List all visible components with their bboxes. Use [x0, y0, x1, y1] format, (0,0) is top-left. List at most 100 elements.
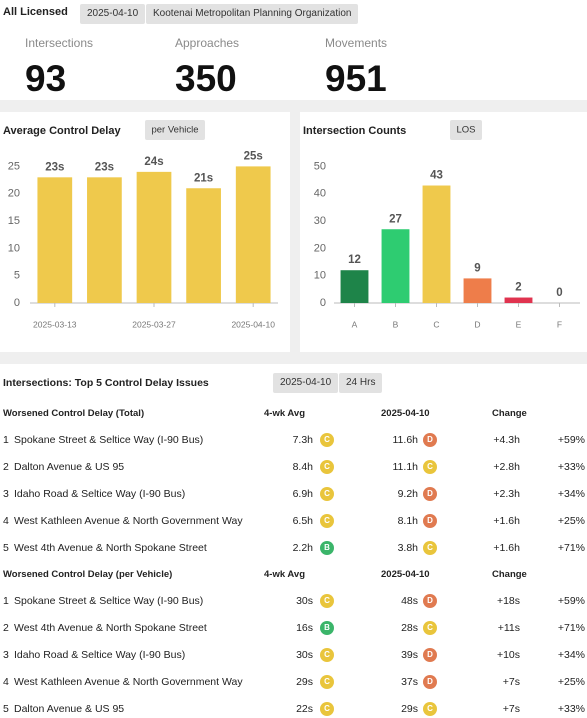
value-label: 23s	[95, 161, 114, 173]
bar	[235, 166, 271, 303]
value-label: 27	[389, 213, 402, 225]
los-badge: C	[423, 621, 437, 635]
column-header: Change	[492, 408, 527, 419]
y-tick-label: 0	[320, 297, 326, 309]
los-badge: D	[423, 675, 437, 689]
bar	[136, 171, 172, 303]
separator	[290, 112, 300, 352]
intersection-name[interactable]: Spokane Street & Seltice Way (I-90 Bus)	[14, 595, 204, 607]
value-label: 9	[474, 262, 480, 274]
los-badge: C	[320, 675, 334, 689]
date-badge[interactable]: 2025-04-10	[80, 4, 146, 24]
chart-badge	[450, 120, 482, 140]
y-tick-label: 30	[314, 215, 326, 227]
x-tick-label: A	[352, 319, 358, 329]
y-tick-label: 10	[314, 270, 326, 282]
bar	[340, 270, 369, 303]
rank: 5	[3, 542, 9, 554]
delay-chart: Average Control Delay per Vehicle 0 5 10 15 20…	[3, 120, 278, 329]
los-badge: B	[320, 621, 334, 635]
chart-title: Average Control Delay	[3, 125, 121, 137]
change-value: +11s	[497, 622, 520, 634]
column-header: 2025-04-10	[381, 569, 430, 580]
page-title: All Licensed	[3, 6, 68, 18]
change-value: +18s	[496, 595, 520, 607]
x-tick-label: C	[433, 319, 439, 329]
change-percent: +25%	[557, 676, 585, 688]
separator	[0, 100, 587, 112]
x-tick-label: F	[557, 319, 562, 329]
x-tick-label: D	[474, 319, 480, 329]
los-badge: C	[320, 487, 334, 501]
rank: 2	[3, 622, 9, 634]
intersection-name[interactable]: West Kathleen Avenue & North Government …	[14, 515, 243, 527]
change-value: +1.6h	[493, 542, 520, 554]
los-badge: D	[423, 648, 437, 662]
current-value: 48s	[401, 595, 418, 607]
intersection-name[interactable]: West 4th Avenue & North Spokane Street	[14, 542, 207, 554]
x-tick-label: 2025-03-27	[132, 319, 176, 329]
y-tick-label: 50	[314, 160, 326, 172]
avg-value: 22s	[296, 703, 313, 715]
avg-value: 16s	[296, 622, 313, 634]
intersection-name[interactable]: Idaho Road & Seltice Way (I-90 Bus)	[14, 488, 186, 500]
change-percent: +59%	[557, 595, 585, 607]
change-value: +1.6h	[493, 515, 520, 527]
avg-value: 2.2h	[292, 542, 313, 554]
current-value: 37s	[401, 676, 418, 688]
intersection-name[interactable]: West 4th Avenue & North Spokane Street	[14, 622, 207, 634]
change-percent: +34%	[557, 649, 585, 661]
change-percent: +59%	[557, 434, 585, 446]
change-value: +10s	[496, 649, 520, 661]
chart-title: Intersection Counts	[303, 125, 406, 137]
column-header: Change	[492, 569, 527, 580]
x-tick-label: 2025-04-10	[231, 319, 275, 329]
intersection-name[interactable]: Dalton Avenue & US 95	[14, 461, 125, 473]
change-percent: +71%	[557, 622, 585, 634]
intersection-name[interactable]: Spokane Street & Seltice Way (I-90 Bus)	[14, 434, 204, 446]
table-date-badge[interactable]: 2025-04-10	[273, 373, 339, 393]
x-tick-label: 2025-03-13	[33, 319, 77, 329]
los-badge: C	[320, 702, 334, 716]
column-header: 2025-04-10	[381, 408, 430, 419]
los-badge: C	[320, 460, 334, 474]
los-badge: C	[320, 433, 334, 447]
change-percent: +71%	[557, 542, 585, 554]
value-label: 2	[515, 282, 521, 294]
avg-value: 29s	[296, 676, 313, 688]
current-value: 8.1h	[397, 515, 418, 527]
intersection-name[interactable]: Dalton Avenue & US 95	[14, 703, 125, 715]
column-header: Worsened Control Delay (per Vehicle)	[3, 569, 173, 580]
y-tick-label: 15	[8, 215, 20, 227]
value-label: 21s	[194, 172, 213, 184]
bar	[87, 177, 122, 303]
kpi-label: Movements	[325, 36, 388, 50]
change-percent: +34%	[557, 488, 585, 500]
bar	[186, 188, 221, 303]
column-header: 4-wk Avg	[264, 569, 306, 580]
y-tick-label: 5	[14, 270, 20, 282]
intersection-name[interactable]: Idaho Road & Seltice Way (I-90 Bus)	[14, 649, 186, 661]
value-label: 24s	[144, 156, 163, 168]
rank: 4	[3, 676, 9, 688]
table-title: Intersections: Top 5 Control Delay Issue…	[3, 377, 209, 389]
intersection-name[interactable]: West Kathleen Avenue & North Government …	[14, 676, 243, 688]
table-period-badge[interactable]: 24 Hrs	[339, 373, 383, 393]
change-value: +4.3h	[493, 434, 520, 446]
los-badge: D	[423, 514, 437, 528]
value-label: 0	[556, 287, 562, 299]
los-badge: D	[423, 487, 437, 501]
los-badge: C	[423, 541, 437, 555]
kpi-label: Approaches	[175, 36, 240, 50]
value-label: 43	[430, 170, 443, 182]
change-value: +7s	[502, 703, 520, 715]
bar	[504, 297, 533, 303]
org-badge[interactable]: Kootenai Metropolitan Planning Organizat…	[146, 4, 359, 24]
avg-value: 30s	[296, 649, 313, 661]
y-tick-label: 0	[14, 297, 20, 309]
current-value: 29s	[401, 703, 418, 715]
los-badge: D	[423, 433, 437, 447]
column-header: 4-wk Avg	[264, 408, 306, 419]
los-chart: Intersection Counts LOS01020304050A12B27C…	[303, 120, 580, 329]
